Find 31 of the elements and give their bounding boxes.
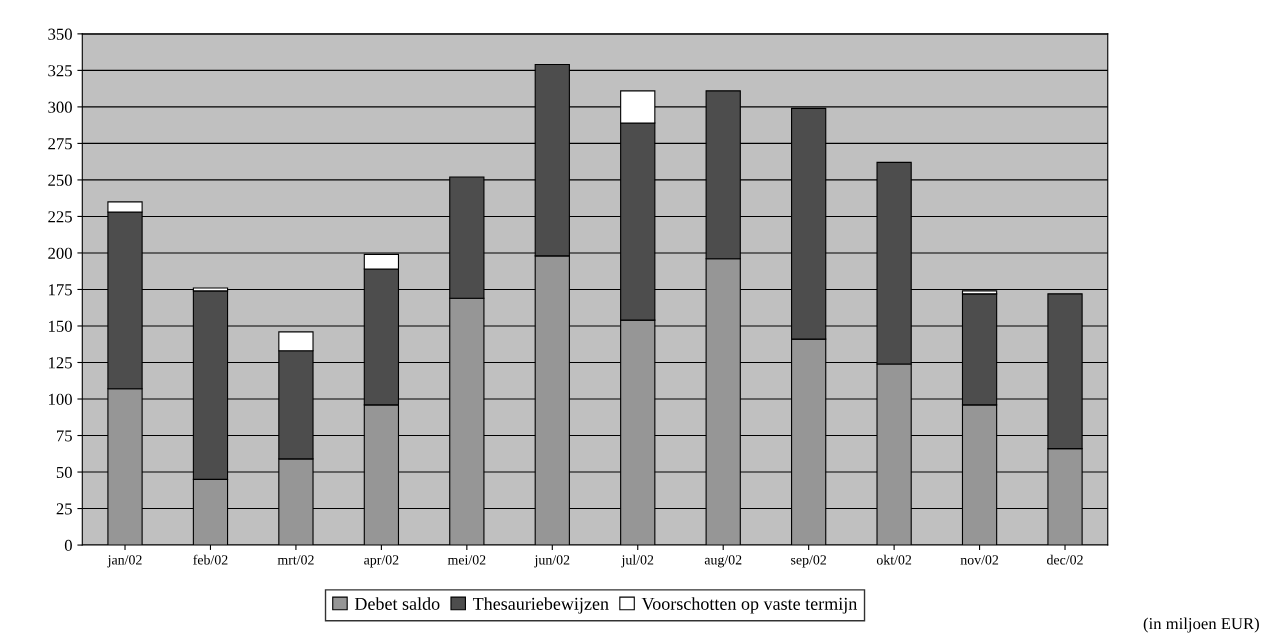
y-tick-label: 150 bbox=[49, 320, 72, 332]
y-tick-label: 50 bbox=[56, 466, 72, 478]
x-tick-label: nov/02 bbox=[960, 555, 999, 565]
y-tick-label: 125 bbox=[49, 357, 72, 369]
x-tick-label: feb/02 bbox=[193, 554, 228, 565]
y-tick-label: 350 bbox=[48, 28, 72, 40]
y-tick-label: 325 bbox=[48, 65, 72, 77]
x-tick-label: mrt/02 bbox=[277, 555, 314, 565]
x-tick-label: jul/02 bbox=[621, 554, 654, 568]
y-tick-label: 175 bbox=[49, 284, 72, 296]
legend-label: Debet saldo bbox=[354, 597, 440, 610]
x-tick-label: aug/02 bbox=[704, 555, 742, 568]
y-tick-label: 25 bbox=[56, 503, 72, 515]
y-tick-label: 0 bbox=[64, 539, 72, 552]
y-tick-label: 225 bbox=[48, 211, 72, 223]
legend-label: Voorschotten op vaste termijn bbox=[641, 597, 858, 614]
y-tick-label: 200 bbox=[48, 247, 72, 259]
y-tick-label: 75 bbox=[57, 430, 72, 442]
x-tick-label: apr/02 bbox=[364, 555, 399, 568]
legend-label: Thesauriebewijzen bbox=[472, 597, 609, 614]
y-tick-label: 275 bbox=[48, 138, 72, 150]
x-tick-label: dec/02 bbox=[1047, 554, 1083, 565]
y-tick-label: 250 bbox=[48, 174, 72, 186]
text: (in miljoen EUR) bbox=[1143, 617, 1259, 633]
x-tick-label: jan/02 bbox=[107, 555, 142, 568]
x-tick-label: jun/02 bbox=[534, 555, 570, 568]
x-tick-label: mei/02 bbox=[447, 555, 486, 565]
x-tick-label: sep/02 bbox=[791, 555, 827, 568]
x-tick-label: okt/02 bbox=[876, 554, 912, 565]
y-tick-label: 300 bbox=[48, 101, 72, 113]
y-tick-label: 100 bbox=[49, 393, 72, 405]
